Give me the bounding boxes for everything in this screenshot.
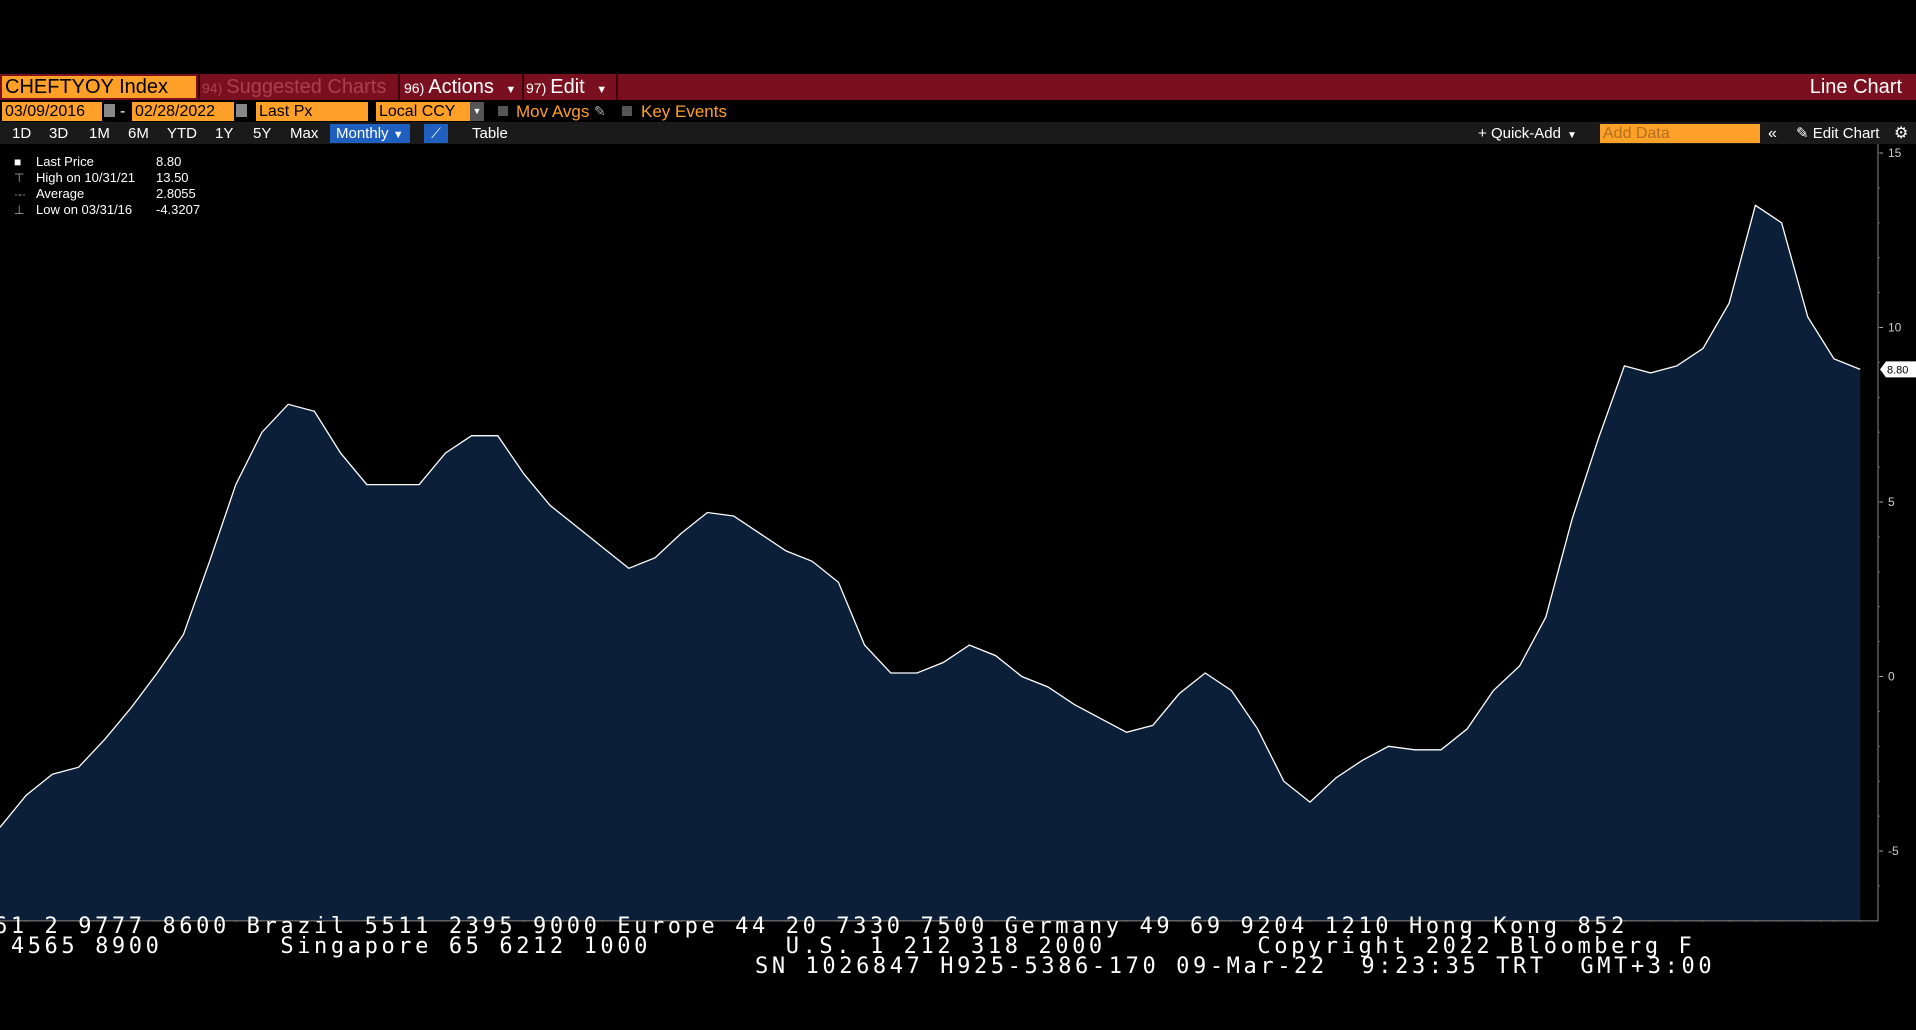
period-3d-button[interactable]: 3D bbox=[49, 125, 69, 142]
footer-line-3: SN 1026847 H925-5386-170 09-Mar-22 9:23:… bbox=[755, 954, 1716, 979]
last-value-callout: 8.80 bbox=[1880, 361, 1916, 378]
period-5y-button[interactable]: 5Y bbox=[253, 125, 272, 142]
suggested-charts-menu[interactable]: 94) Suggested Charts bbox=[202, 76, 386, 98]
table-button[interactable]: Table bbox=[472, 125, 508, 142]
edit-label: Edit bbox=[550, 76, 585, 98]
mov-avgs-checkbox[interactable] bbox=[498, 106, 508, 116]
frequency-select[interactable]: Monthly ▼ bbox=[330, 124, 410, 143]
date-range-dash: - bbox=[120, 103, 126, 120]
chevron-down-icon: ▼ bbox=[505, 84, 517, 96]
collapse-left-icon[interactable]: « bbox=[1768, 125, 1777, 142]
high-marker-icon: ⊤ bbox=[14, 171, 25, 185]
quick-add-button[interactable]: + Quick-Add ▼ bbox=[1478, 124, 1577, 145]
actions-label: Actions bbox=[428, 76, 494, 98]
chart-area: 151050-58.80JunSepDecMarJunSepDecMarJunS… bbox=[0, 144, 1916, 922]
legend-low: ⊥ Low on 03/31/16 -4.3207 bbox=[8, 202, 201, 218]
period-max-button[interactable]: Max bbox=[290, 125, 319, 142]
suggested-charts-number: 94) bbox=[202, 80, 223, 96]
period-bar: 1D 3D 1M 6M YTD 1Y 5Y Max Monthly ▼ ⟋ Ta… bbox=[0, 122, 1916, 144]
toolbar-divider bbox=[522, 74, 524, 100]
chart-type-label: Line Chart bbox=[1809, 76, 1902, 98]
title-toolbar: CHEFTYOY Index 94) Suggested Charts 96) Ac… bbox=[0, 74, 1916, 100]
chevron-down-icon: ▼ bbox=[392, 129, 404, 141]
field-select[interactable]: Last Px bbox=[256, 102, 368, 121]
start-date-field[interactable]: 03/09/2016 bbox=[2, 102, 102, 121]
line-chart-icon[interactable]: ⟋ bbox=[424, 124, 448, 143]
edit-number: 97) bbox=[526, 80, 547, 96]
toolbar-divider bbox=[398, 74, 400, 100]
period-6m-button[interactable]: 6M bbox=[128, 125, 149, 142]
chevron-down-icon: ▼ bbox=[1566, 130, 1577, 141]
chevron-down-icon[interactable]: ▼ bbox=[470, 102, 484, 121]
toolbar-divider bbox=[616, 74, 618, 100]
low-marker-icon: ⊥ bbox=[14, 203, 25, 217]
frequency-label: Monthly bbox=[336, 125, 389, 142]
chart-legend: ■ Last Price 8.80 ⊤ High on 10/31/21 13.… bbox=[8, 152, 201, 222]
currency-select[interactable]: Local CCY bbox=[376, 102, 470, 121]
end-date-field[interactable]: 02/28/2022 bbox=[132, 102, 234, 121]
y-tick-label: 10 bbox=[1888, 321, 1902, 335]
legend-last-label: Last Price bbox=[36, 154, 94, 169]
legend-high-value: 13.50 bbox=[156, 170, 189, 185]
legend-low-value: -4.3207 bbox=[156, 202, 201, 217]
edit-chart-label: Edit Chart bbox=[1812, 125, 1880, 142]
footer-line-2: 4565 8900 Singapore 65 6212 1000 U.S. 1 … bbox=[0, 934, 1696, 959]
edit-chart-button[interactable]: ✎ Edit Chart bbox=[1796, 124, 1879, 143]
chevron-down-icon: ▼ bbox=[596, 84, 608, 96]
mov-avgs-label[interactable]: Mov Avgs bbox=[516, 102, 590, 121]
plus-icon: + bbox=[1478, 125, 1491, 142]
calendar-icon[interactable] bbox=[236, 104, 247, 117]
toolbar-divider bbox=[198, 74, 200, 100]
period-1d-button[interactable]: 1D bbox=[12, 125, 32, 142]
y-tick-label: 0 bbox=[1888, 670, 1895, 684]
pencil-icon: ✎ bbox=[1796, 125, 1813, 142]
actions-menu[interactable]: 96) Actions ▼ bbox=[404, 76, 516, 98]
edit-menu[interactable]: 97) Edit ▼ bbox=[526, 76, 607, 98]
gear-icon[interactable]: ⚙ bbox=[1894, 125, 1909, 142]
period-1m-button[interactable]: 1M bbox=[89, 125, 110, 142]
add-data-input[interactable]: Add Data bbox=[1600, 124, 1760, 143]
pencil-icon[interactable]: ✎ bbox=[594, 103, 606, 119]
footer-line-1: 61 2 9777 8600 Brazil 5511 2395 9000 Eur… bbox=[0, 914, 1628, 939]
legend-average: ·-· Average 2.8055 bbox=[8, 186, 198, 202]
suggested-charts-label: Suggested Charts bbox=[226, 76, 387, 98]
legend-low-label: Low on 03/31/16 bbox=[36, 202, 133, 217]
last-value-label: 8.80 bbox=[1887, 364, 1908, 376]
legend-high: ⊤ High on 10/31/21 13.50 bbox=[8, 170, 198, 186]
period-1y-button[interactable]: 1Y bbox=[215, 125, 234, 142]
y-tick-label: 5 bbox=[1888, 495, 1895, 509]
actions-number: 96) bbox=[404, 80, 425, 96]
legend-avg-value: 2.8055 bbox=[156, 186, 196, 201]
legend-avg-label: Average bbox=[36, 186, 85, 201]
key-events-label[interactable]: Key Events bbox=[641, 102, 727, 121]
average-marker-icon: ·-· bbox=[14, 187, 26, 201]
series-line bbox=[0, 204, 1861, 828]
legend-swatch-icon: ■ bbox=[14, 155, 22, 169]
y-tick-label: -5 bbox=[1888, 844, 1899, 858]
period-ytd-button[interactable]: YTD bbox=[167, 125, 197, 142]
options-bar: 03/09/2016 - 02/28/2022 Last Px Local CC… bbox=[0, 100, 1916, 122]
ticker-field[interactable]: CHEFTYOY Index bbox=[2, 76, 196, 98]
series-area-fill bbox=[0, 205, 1861, 921]
legend-high-label: High on 10/31/21 bbox=[36, 170, 136, 185]
calendar-icon[interactable] bbox=[104, 104, 115, 117]
y-tick-label: 15 bbox=[1888, 146, 1902, 160]
quick-add-label: Quick-Add bbox=[1490, 125, 1561, 142]
legend-last-value: 8.80 bbox=[156, 154, 182, 169]
legend-last-price: ■ Last Price 8.80 bbox=[8, 154, 198, 170]
key-events-checkbox[interactable] bbox=[622, 106, 632, 116]
